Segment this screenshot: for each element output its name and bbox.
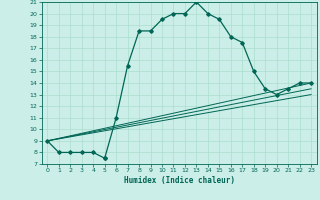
X-axis label: Humidex (Indice chaleur): Humidex (Indice chaleur) [124,176,235,185]
